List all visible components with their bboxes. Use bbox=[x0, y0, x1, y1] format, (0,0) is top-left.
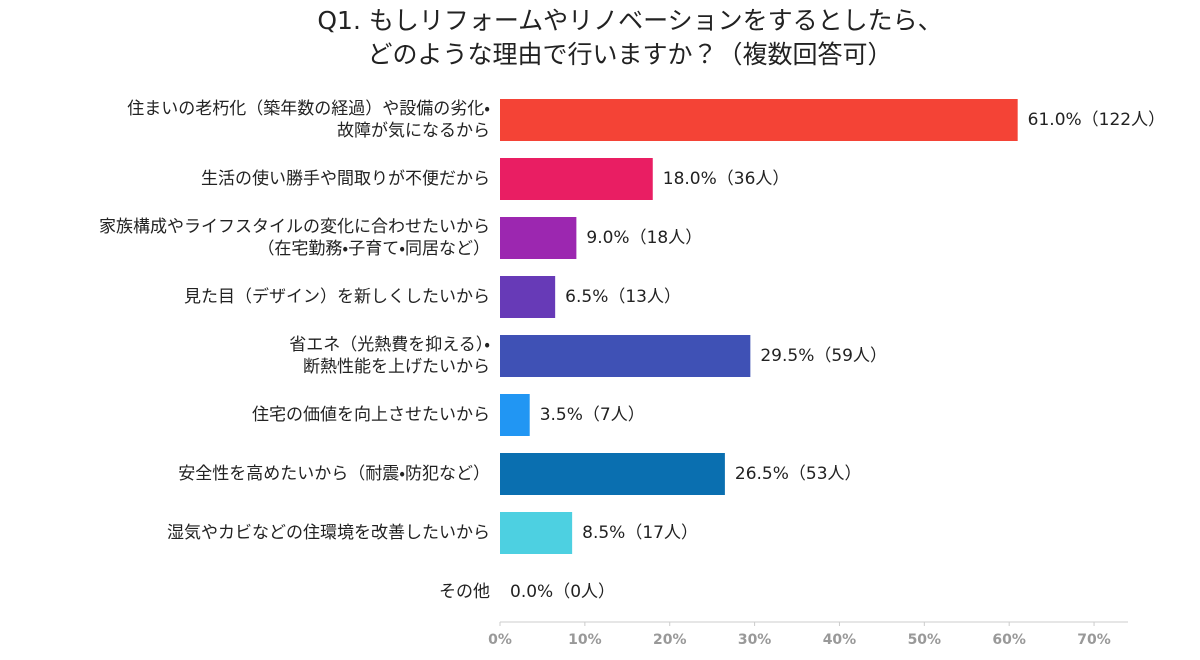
bar bbox=[500, 158, 653, 200]
value-label: 0.0%（0人） bbox=[510, 582, 615, 602]
bar bbox=[500, 276, 556, 318]
bar bbox=[500, 453, 725, 495]
value-label: 9.0%（18人） bbox=[586, 228, 702, 248]
y-tick-label: 住宅の価値を向上させたいから bbox=[252, 405, 490, 425]
chart-title: どのような理由で行いますか？（複数回答可） bbox=[367, 40, 892, 69]
chart-title: Q1. もしリフォームやリノベーションをするとしたら、 bbox=[317, 6, 942, 35]
y-tick-label: 省エネ（光熱費を抑える）・ bbox=[289, 335, 490, 355]
bar bbox=[500, 512, 573, 554]
y-tick-label: その他 bbox=[439, 582, 490, 602]
x-tick-label: 60% bbox=[992, 632, 1026, 648]
x-tick-label: 10% bbox=[568, 632, 602, 648]
y-tick-label: 生活の使い勝手や間取りが不便だから bbox=[201, 168, 490, 189]
x-tick-label: 20% bbox=[653, 632, 687, 648]
y-tick-label: 家族構成やライフスタイルの変化に合わせたいから bbox=[99, 217, 490, 237]
bar bbox=[500, 394, 530, 436]
value-label: 8.5%（17人） bbox=[582, 523, 698, 543]
value-label: 26.5%（53人） bbox=[735, 464, 862, 484]
value-label: 61.0%（122人） bbox=[1028, 110, 1165, 130]
bar bbox=[500, 217, 577, 259]
x-tick-label: 50% bbox=[908, 632, 942, 648]
y-tick-label: 見た目（デザイン）を新しくしたいから bbox=[184, 286, 490, 307]
value-label: 6.5%（13人） bbox=[565, 287, 681, 307]
bar bbox=[500, 99, 1018, 141]
bar bbox=[500, 335, 751, 377]
y-tick-label: 故障が気になるから bbox=[337, 121, 490, 141]
x-tick-label: 0% bbox=[488, 632, 512, 648]
value-label: 3.5%（7人） bbox=[540, 405, 645, 425]
y-tick-label: 湿気やカビなどの住環境を改善したいから bbox=[167, 523, 490, 543]
x-tick-label: 30% bbox=[738, 632, 772, 648]
y-tick-label: （在宅勤務・子育て・同居など） bbox=[257, 239, 490, 259]
x-tick-label: 70% bbox=[1077, 632, 1111, 648]
x-tick-label: 40% bbox=[823, 632, 857, 648]
value-label: 18.0%（36人） bbox=[663, 169, 790, 189]
value-label: 29.5%（59人） bbox=[760, 346, 887, 366]
y-tick-label: 安全性を高めたいから（耐震・防犯など） bbox=[178, 464, 490, 484]
y-tick-label: 住まいの老朽化（築年数の経過）や設備の劣化・ bbox=[127, 99, 490, 119]
y-tick-label: 断熱性能を上げたいから bbox=[303, 357, 490, 377]
